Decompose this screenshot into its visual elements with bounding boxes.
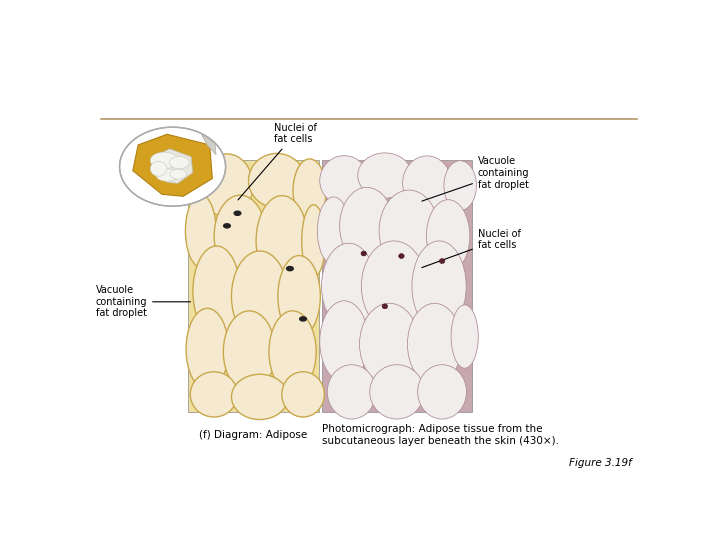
Ellipse shape: [322, 243, 376, 329]
Bar: [322, 160, 472, 412]
Ellipse shape: [439, 259, 445, 264]
Ellipse shape: [293, 159, 326, 222]
Ellipse shape: [302, 205, 325, 277]
Ellipse shape: [451, 305, 478, 368]
Ellipse shape: [358, 153, 412, 198]
Ellipse shape: [444, 161, 477, 211]
Ellipse shape: [361, 251, 366, 256]
Ellipse shape: [382, 304, 387, 309]
Ellipse shape: [248, 153, 305, 208]
Ellipse shape: [214, 195, 266, 276]
Ellipse shape: [426, 200, 470, 272]
Ellipse shape: [150, 161, 167, 176]
Ellipse shape: [150, 152, 178, 168]
Ellipse shape: [328, 364, 376, 419]
Ellipse shape: [231, 374, 288, 420]
Text: Nuclei of
fat cells: Nuclei of fat cells: [238, 123, 317, 200]
Bar: [188, 160, 319, 412]
Ellipse shape: [190, 372, 238, 417]
Text: (f) Diagram: Adipose: (f) Diagram: Adipose: [199, 430, 307, 440]
Ellipse shape: [412, 241, 467, 332]
Ellipse shape: [269, 311, 316, 393]
Ellipse shape: [256, 195, 308, 286]
Ellipse shape: [186, 194, 216, 267]
Ellipse shape: [370, 364, 424, 419]
Ellipse shape: [399, 254, 404, 259]
Ellipse shape: [320, 156, 369, 205]
Circle shape: [120, 127, 225, 206]
Ellipse shape: [193, 246, 240, 336]
Ellipse shape: [169, 156, 189, 169]
Ellipse shape: [278, 255, 320, 337]
Ellipse shape: [156, 168, 178, 181]
Text: Vacuole
containing
fat droplet: Vacuole containing fat droplet: [96, 285, 191, 319]
Text: Vacuole
containing
fat droplet: Vacuole containing fat droplet: [422, 156, 529, 201]
Ellipse shape: [287, 267, 293, 271]
Ellipse shape: [402, 156, 451, 210]
Ellipse shape: [340, 187, 394, 264]
Ellipse shape: [231, 251, 288, 342]
Text: Photomicrograph: Adipose tissue from the
subcutaneous layer beneath the skin (43: Photomicrograph: Adipose tissue from the…: [322, 424, 559, 446]
Ellipse shape: [223, 311, 275, 393]
Ellipse shape: [234, 211, 240, 215]
Ellipse shape: [361, 241, 426, 332]
Ellipse shape: [186, 308, 228, 390]
Ellipse shape: [300, 317, 307, 321]
Ellipse shape: [170, 169, 186, 179]
Polygon shape: [153, 149, 193, 183]
Ellipse shape: [418, 364, 467, 419]
Text: Nuclei of
fat cells: Nuclei of fat cells: [422, 228, 521, 268]
Ellipse shape: [282, 372, 324, 417]
Ellipse shape: [359, 303, 419, 385]
Ellipse shape: [320, 301, 369, 382]
Ellipse shape: [379, 190, 438, 272]
Ellipse shape: [201, 154, 253, 217]
Ellipse shape: [318, 197, 350, 265]
Text: Figure 3.19f: Figure 3.19f: [569, 458, 631, 468]
Polygon shape: [202, 135, 216, 155]
Polygon shape: [132, 134, 212, 197]
Ellipse shape: [408, 303, 462, 385]
Ellipse shape: [224, 224, 230, 228]
